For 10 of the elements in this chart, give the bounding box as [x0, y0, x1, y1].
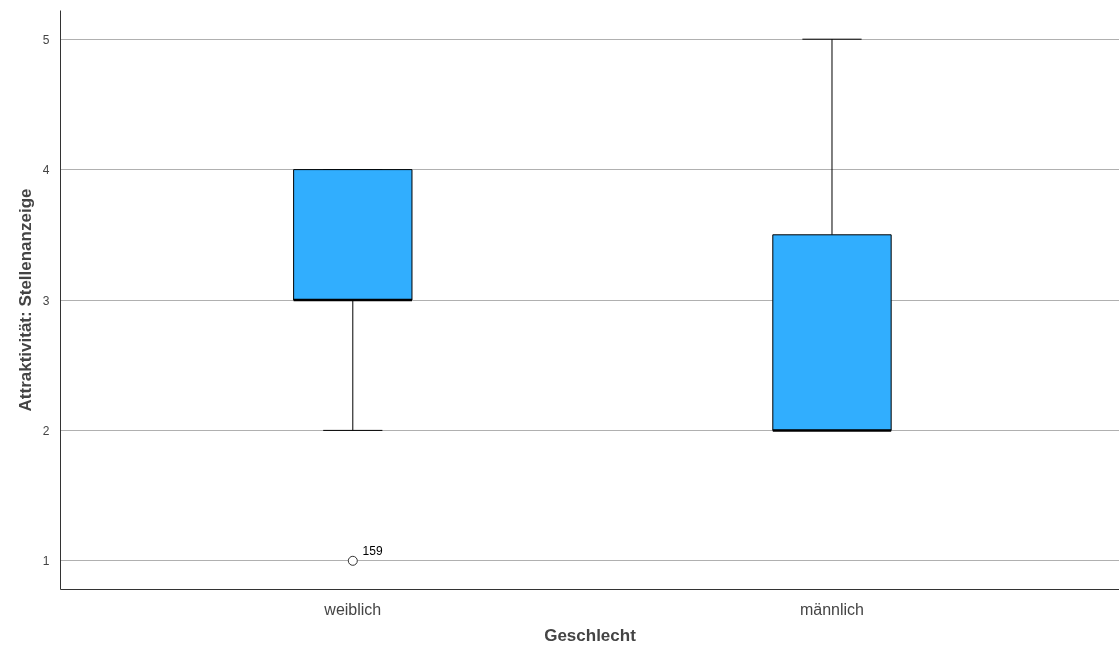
- y-tick-label: 2: [42, 423, 50, 438]
- y-tick-label: 3: [42, 293, 50, 308]
- y-tick-label: 1: [42, 554, 50, 569]
- x-tick-label: männlich: [799, 600, 864, 618]
- y-axis-title: Attraktivität: Stellenanzeige: [15, 188, 35, 412]
- y-tick-label: 5: [42, 32, 50, 47]
- y-tick-label: 4: [42, 163, 50, 178]
- x-tick-label: weiblich: [323, 600, 382, 618]
- annotation: 159: [362, 543, 383, 558]
- x-axis-title: Geschlecht: [544, 625, 637, 645]
